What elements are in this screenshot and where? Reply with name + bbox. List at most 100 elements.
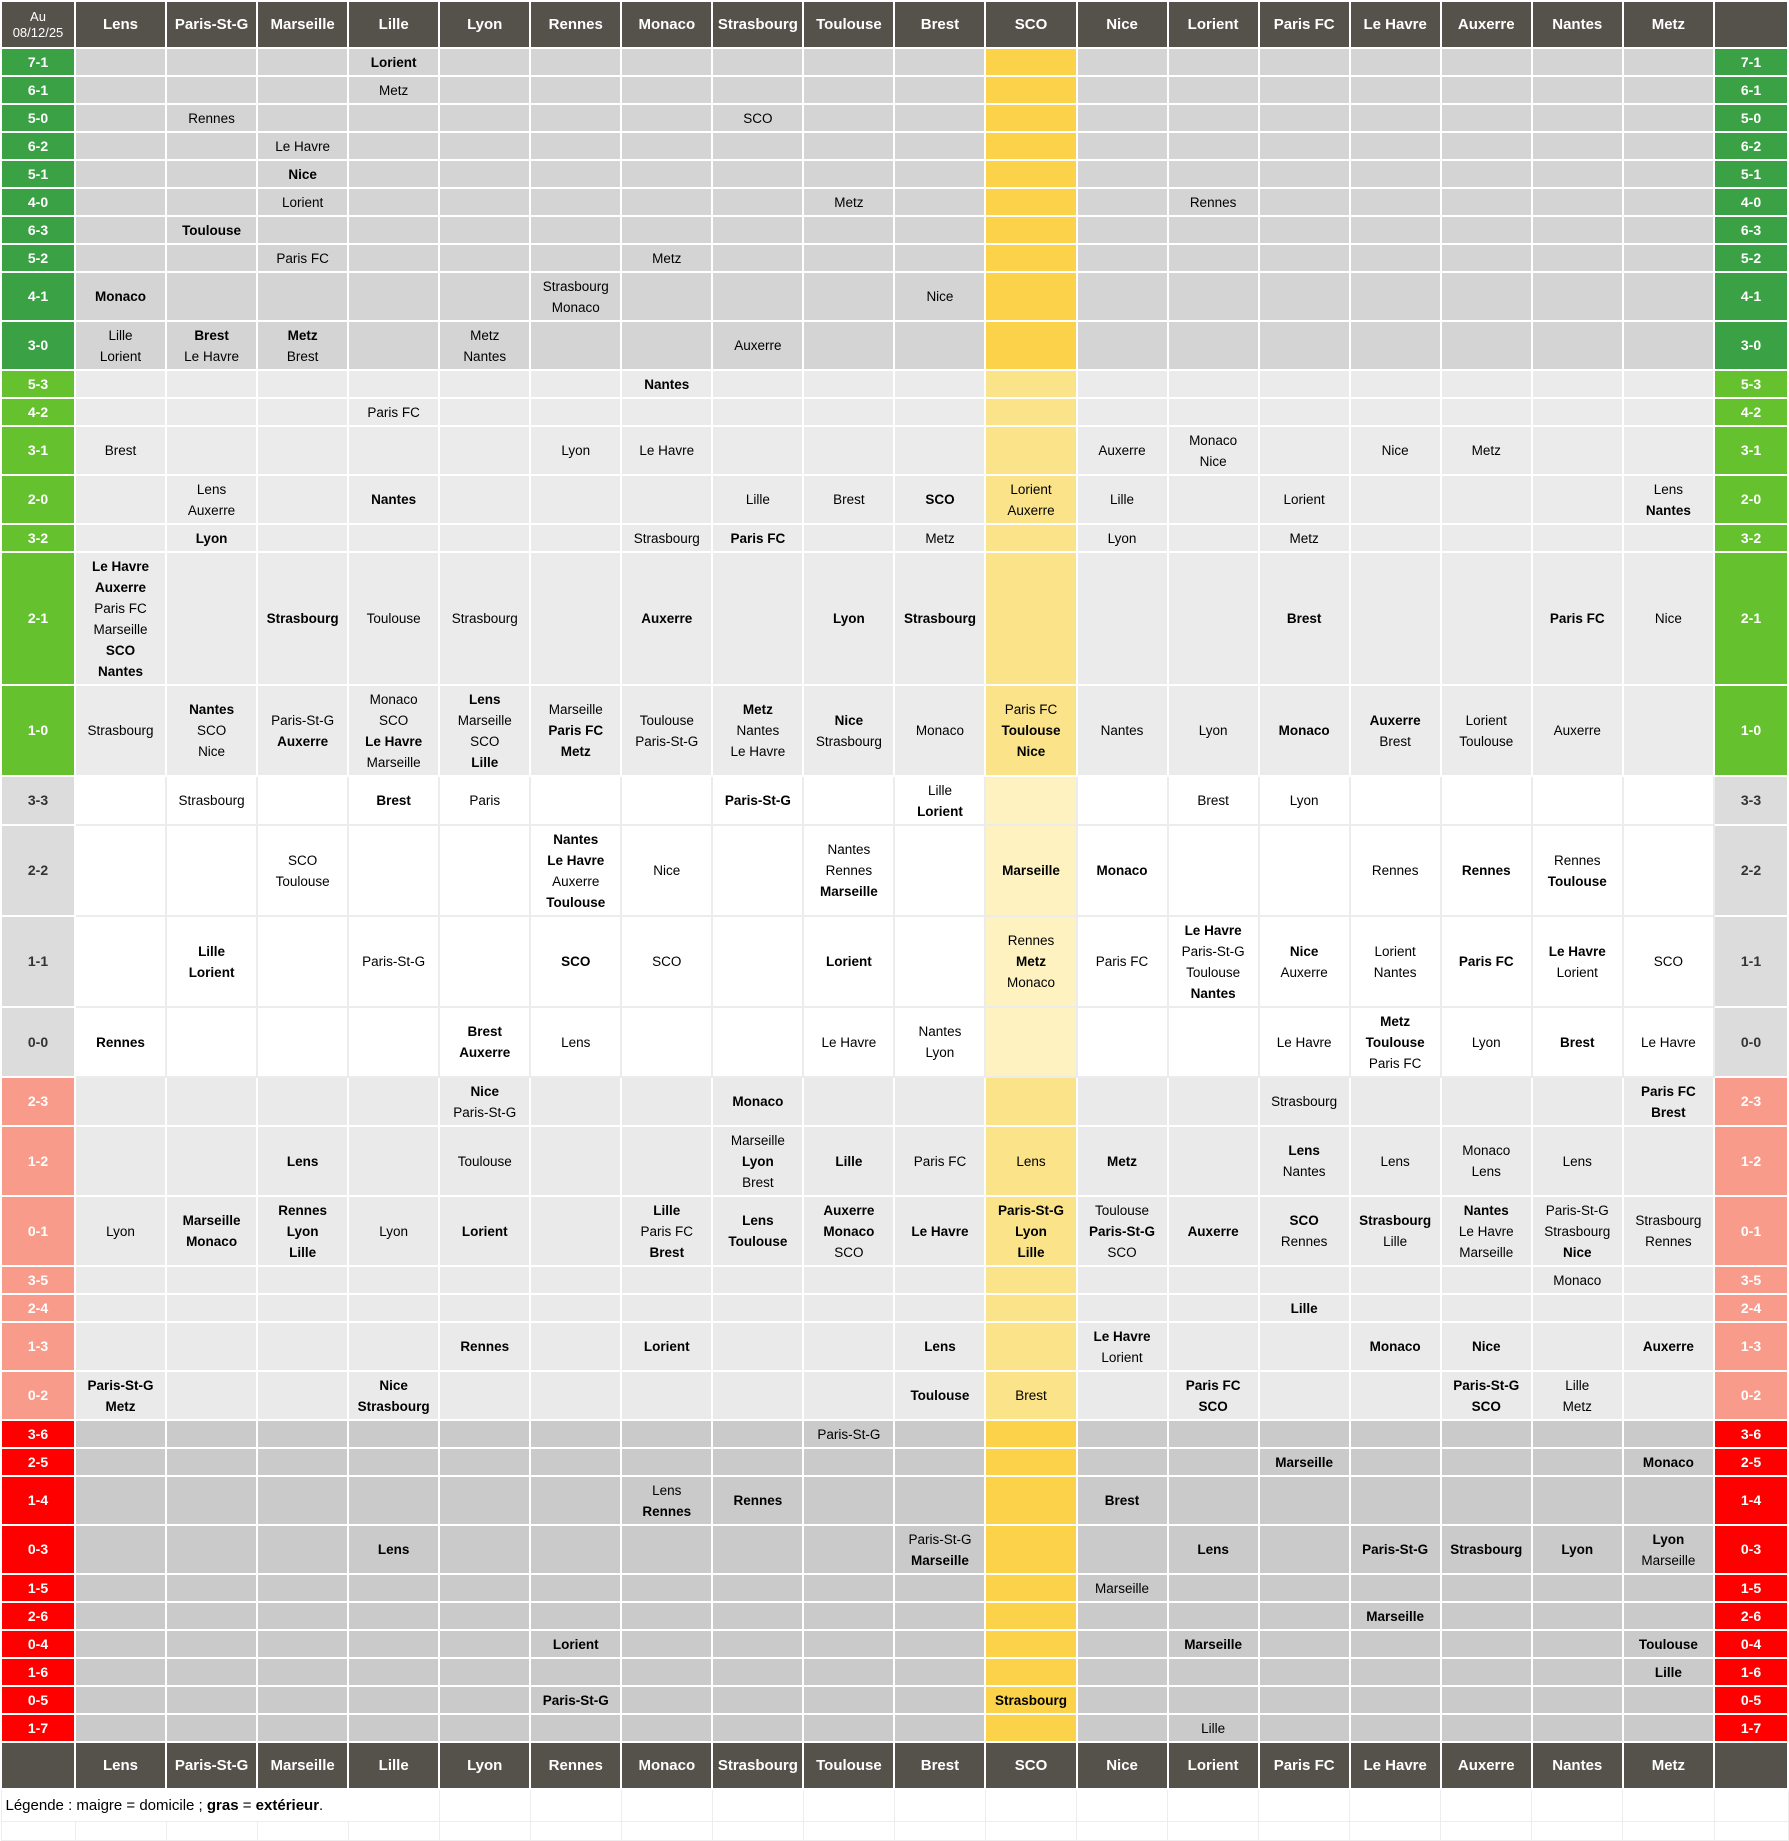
result-cell-1-2-lille: [347, 1125, 441, 1197]
result-cell-3-1-lorient: Monaco Nice: [1166, 425, 1260, 476]
result-cell-2-0-toulouse: Brest: [802, 474, 896, 525]
result-cell-3-5-marseille: [256, 1265, 350, 1295]
result-cell-5-3-monaco: Nantes: [620, 369, 714, 399]
legend-empty-cell: [529, 1788, 622, 1822]
result-cell-1-2-le-havre: Lens: [1348, 1125, 1442, 1197]
result-cell-1-6-paris-fc: [1257, 1657, 1351, 1687]
opponent-label: Lille: [1290, 1300, 1318, 1316]
result-cell-0-5-lorient: [1166, 1685, 1260, 1715]
result-cell-1-1-le-havre: Lorient Nantes: [1348, 915, 1442, 1008]
result-cell-2-2-nantes: Rennes Toulouse: [1530, 824, 1624, 917]
row-4-0: 4-0 Lorient Metz Rennes 4-0: [0, 187, 1789, 217]
result-cell-1-6-metz: Lille: [1621, 1657, 1716, 1687]
opponent-label: Nantes: [98, 663, 144, 679]
score-cell-right-4-2: 4-2: [1713, 397, 1789, 427]
result-cell-0-0-le-havre: Metz Toulouse Paris FC: [1348, 1006, 1442, 1078]
result-cell-3-5-lorient: [1166, 1265, 1260, 1295]
row-1-2: 1-2 Lens Toulouse Marseille Lyon Brest Lille Pa…: [0, 1125, 1789, 1197]
opponent-label: Rennes: [188, 110, 235, 126]
row-2-5: 2-5 Marseille Monaco 2-5: [0, 1447, 1789, 1477]
opponent-label: Lens: [468, 691, 501, 707]
opponent-label: Rennes: [460, 1339, 510, 1354]
opponent-label: Nice: [1563, 1244, 1592, 1260]
opponent-label: Paris FC: [1095, 954, 1149, 969]
result-cell-2-0-nantes: [1530, 474, 1624, 525]
result-cell-2-6-auxerre: [1439, 1601, 1533, 1631]
result-cell-1-5-strasbourg: [711, 1573, 805, 1603]
opponent-label: Le Havre: [1093, 1328, 1151, 1344]
opponent-label: Brest: [742, 1174, 774, 1190]
result-cell-1-4-rennes: [529, 1475, 623, 1526]
result-cell-1-0-lens: Strasbourg: [73, 684, 168, 777]
opponent-label: Paris-St-G: [1181, 943, 1245, 959]
empty-cell: [802, 1821, 895, 1841]
opponent-label: Brest: [833, 492, 865, 507]
result-cell-0-1-metz: Strasbourg Rennes: [1621, 1195, 1716, 1267]
result-cell-4-1-strasbourg: [711, 271, 805, 322]
result-cell-7-1-nantes: [1530, 47, 1624, 77]
result-cell-6-1-monaco: [620, 75, 714, 105]
score-cell-right-1-5: 1-5: [1713, 1573, 1789, 1603]
result-cell-0-4-metz: Toulouse: [1621, 1629, 1716, 1659]
result-cell-5-1-lens: [73, 159, 168, 189]
result-cell-2-2-lorient: [1166, 824, 1260, 917]
result-cell-3-2-lens: [73, 523, 168, 553]
result-cell-2-4-lens: [73, 1293, 168, 1323]
row-5-1: 5-1 Nice 5-1: [0, 159, 1789, 189]
result-cell-2-3-toulouse: [802, 1076, 896, 1127]
result-cell-3-2-le-havre: [1348, 523, 1442, 553]
result-cell-5-0-metz: [1621, 103, 1716, 133]
result-cell-0-4-lens: [73, 1629, 168, 1659]
result-cell-0-3-lorient: Lens: [1166, 1524, 1260, 1575]
empty-cell: [1531, 1821, 1624, 1841]
result-cell-1-7-auxerre: [1439, 1713, 1533, 1743]
result-cell-5-1-lille: [347, 159, 441, 189]
result-cell-3-3-rennes: [529, 775, 623, 826]
result-cell-6-3-paris-fc: [1257, 215, 1351, 245]
opponent-label: Paris-St-G: [817, 1426, 881, 1442]
result-cell-3-2-marseille: [256, 523, 350, 553]
result-cell-3-2-lorient: [1166, 523, 1260, 553]
empty-cell: [984, 1821, 1078, 1841]
score-cell-left-3-6: 3-6: [0, 1419, 76, 1449]
result-cell-3-5-monaco: [620, 1265, 714, 1295]
result-cell-2-3-marseille: [256, 1076, 350, 1127]
result-cell-2-6-rennes: [529, 1601, 623, 1631]
opponent-label: Brest: [467, 1024, 502, 1039]
opponent-label: Paris FC: [1458, 954, 1514, 969]
opponent-label: Nice: [834, 712, 864, 728]
opponent-label: Strasbourg: [1359, 1213, 1432, 1228]
opponent-label: Nantes: [1645, 502, 1691, 518]
header-cell-brest: Brest: [893, 0, 987, 49]
header-cell-toulouse: Toulouse: [802, 0, 896, 49]
result-cell-1-5-paris-st-g: [165, 1573, 259, 1603]
opponent-label: Lorient: [1283, 492, 1325, 507]
result-cell-5-3-lens: [73, 369, 168, 399]
result-cell-6-1-nice: [1075, 75, 1169, 105]
opponent-label: Lorient: [1465, 712, 1507, 728]
result-cell-1-3-sco: [984, 1321, 1078, 1372]
legend-away-term: extérieur: [255, 1797, 320, 1814]
result-cell-6-3-paris-st-g: Toulouse: [165, 215, 259, 245]
opponent-label: Strasbourg: [178, 793, 245, 808]
result-cell-3-5-paris-st-g: [165, 1265, 259, 1295]
header-cell-paris-fc: Paris FC: [1257, 0, 1351, 49]
row-0-4: 0-4 Lorient Marseille Toulouse 0-4: [0, 1629, 1789, 1659]
opponent-label: Brest: [1015, 1388, 1047, 1403]
result-cell-2-1-lille: Toulouse: [347, 551, 441, 686]
result-cell-3-6-sco: [984, 1419, 1078, 1449]
result-cell-1-3-metz: Auxerre: [1621, 1321, 1716, 1372]
result-cell-0-2-nice: [1075, 1370, 1169, 1421]
legend-text: Légende : maigre = domicile ; gras = ext…: [0, 1788, 440, 1822]
result-cell-6-3-strasbourg: [711, 215, 805, 245]
opponent-label: Lille: [835, 1153, 863, 1169]
result-cell-1-6-marseille: [256, 1657, 350, 1687]
result-cell-6-1-marseille: [256, 75, 350, 105]
result-cell-5-1-marseille: Nice: [256, 159, 350, 189]
result-cell-2-4-lorient: [1166, 1293, 1260, 1323]
result-cell-3-1-marseille: [256, 425, 350, 476]
opponent-label: Monaco: [732, 1094, 784, 1109]
result-cell-5-2-brest: [893, 243, 987, 273]
result-cell-1-6-lens: [73, 1657, 168, 1687]
result-cell-1-1-metz: SCO: [1621, 915, 1716, 1008]
